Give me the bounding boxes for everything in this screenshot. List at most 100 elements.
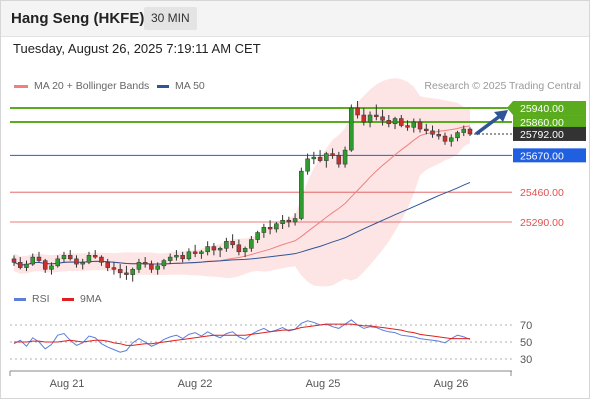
candle-body-up	[261, 227, 267, 233]
candle	[74, 255, 79, 268]
rsi-level-label: 30	[520, 354, 532, 366]
candle-body-up	[80, 262, 85, 265]
candle	[442, 132, 448, 145]
candle	[292, 213, 298, 226]
support-label-1: 25460.00	[520, 187, 564, 199]
candle	[399, 115, 404, 128]
candle-body-down	[467, 128, 473, 135]
candle-body-down	[430, 130, 435, 135]
candle	[161, 258, 167, 270]
candle-body-down	[399, 118, 404, 126]
candle	[86, 251, 92, 265]
candle	[317, 150, 323, 163]
candle	[280, 214, 285, 230]
candle-body-down	[361, 114, 367, 123]
candle-body-down	[236, 244, 242, 253]
candle-body-up	[324, 153, 329, 161]
candle-body-down	[436, 134, 442, 137]
candle	[374, 104, 379, 121]
ma9-swatch	[62, 297, 74, 301]
candle-body-up	[155, 265, 160, 270]
candle	[274, 222, 279, 233]
bollinger-band-fill	[14, 78, 470, 287]
candle-body-down	[99, 256, 104, 263]
candle	[149, 260, 154, 273]
candle-body-up	[61, 255, 67, 260]
candle-body-down	[330, 153, 335, 156]
candle-body-up	[249, 239, 254, 249]
candle-body-down	[442, 135, 448, 142]
candle	[180, 251, 185, 263]
candle	[405, 120, 410, 131]
candle	[299, 167, 304, 221]
candle	[380, 109, 385, 126]
last-price-label: 25792.00	[513, 126, 586, 141]
candle-body-down	[11, 258, 17, 263]
candle-body-down	[211, 246, 217, 251]
candle-body-down	[180, 255, 185, 260]
rsi-legend: RSI	[14, 293, 50, 305]
candle-body-down	[380, 116, 385, 121]
resistance-label-1-text: 25940.00	[520, 103, 564, 115]
interval-button[interactable]: 30 MIN	[144, 7, 197, 30]
ma50-legend-label: MA 50	[175, 80, 205, 92]
candle-body-down	[67, 255, 73, 260]
candle	[42, 258, 48, 273]
candle	[324, 151, 329, 168]
candle	[211, 243, 217, 256]
candle	[205, 241, 210, 256]
rsi-ma-line	[14, 323, 470, 346]
candle-body-up	[411, 121, 417, 128]
candle-body-up	[342, 149, 348, 165]
ma20-legend-label: MA 20 + Bollinger Bands	[34, 80, 150, 92]
date-label: Aug 26	[434, 378, 469, 390]
resistance-label-2-bg	[513, 115, 586, 130]
candle-body-down	[92, 255, 98, 258]
candle	[430, 125, 435, 138]
candle	[455, 130, 460, 142]
candle	[286, 216, 292, 228]
date-label: Aug 25	[306, 378, 341, 390]
resistance-pointer-icon	[507, 101, 513, 115]
candle-body-down	[317, 156, 323, 161]
arrow-head-icon	[494, 110, 508, 122]
candle	[230, 234, 235, 249]
candle-body-up	[392, 118, 398, 125]
candle-body-up	[136, 262, 142, 270]
candle-body-down	[230, 241, 235, 246]
candle-body-down	[286, 219, 292, 223]
candle	[67, 250, 73, 261]
resistance-label-2: 25860.00	[513, 115, 586, 130]
candlesticks	[11, 100, 473, 282]
candle	[224, 237, 229, 252]
timestamp: Tuesday, August 26, 2025 7:19:11 AM CET	[13, 41, 261, 56]
candle-body-down	[117, 269, 123, 274]
candle	[336, 151, 342, 168]
candle-body-up	[255, 232, 260, 240]
candle	[349, 104, 354, 152]
candle-body-up	[205, 246, 210, 253]
ma50-legend: MA 50	[157, 80, 205, 92]
trend-arrow	[474, 110, 508, 136]
candle	[117, 264, 123, 279]
candle-body-up	[349, 107, 354, 151]
candle	[411, 118, 417, 133]
candle	[192, 244, 198, 258]
candle	[255, 230, 260, 244]
candle	[267, 220, 273, 235]
candle-body-up	[161, 260, 167, 267]
candle-body-down	[267, 227, 273, 230]
candle	[392, 116, 398, 130]
candle-body-up	[455, 132, 460, 139]
candle	[424, 123, 429, 135]
candle	[236, 239, 242, 256]
candle-body-down	[17, 262, 23, 268]
candle	[330, 148, 335, 159]
candle-body-up	[86, 255, 92, 263]
credit-text: Research © 2025 Trading Central	[424, 80, 581, 92]
rsi-line	[13, 319, 471, 353]
pivot-label: 25670.00	[513, 148, 586, 163]
candle-body-up	[130, 269, 135, 275]
